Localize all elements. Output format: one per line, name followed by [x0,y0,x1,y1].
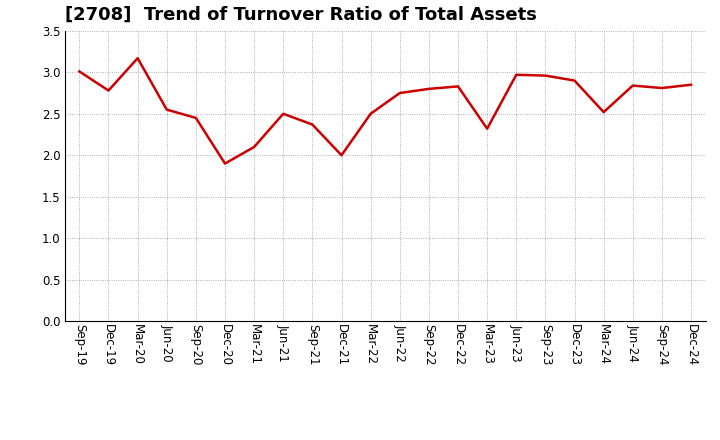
Text: [2708]  Trend of Turnover Ratio of Total Assets: [2708] Trend of Turnover Ratio of Total … [65,6,536,24]
